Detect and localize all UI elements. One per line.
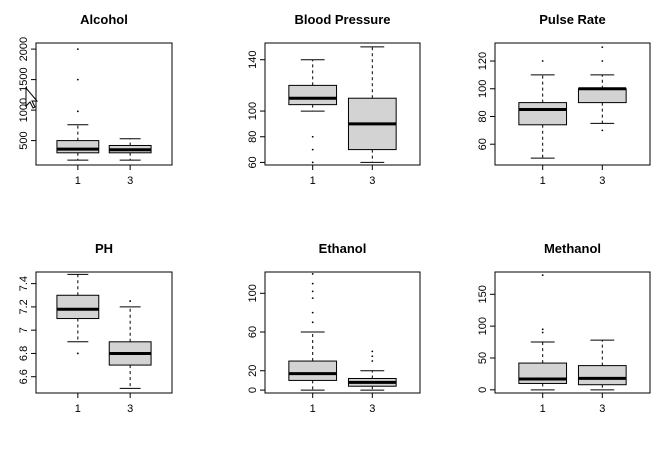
- panel-title: Pulse Rate: [539, 12, 605, 27]
- y-tick-label: 80: [247, 131, 259, 143]
- y-tick-label: 60: [247, 326, 259, 338]
- box-1: [518, 60, 568, 159]
- x-tick-label: 1: [75, 175, 81, 187]
- panel-title: PH: [95, 241, 113, 256]
- x-tick-label: 3: [599, 403, 605, 415]
- outlier-point: [129, 300, 132, 302]
- iqr-box: [577, 88, 627, 104]
- boxplot-panel: PH 6.6 6.8 7 7.2 7.4 1 3: [18, 241, 173, 415]
- x-tick-label: 1: [310, 175, 316, 187]
- box-1: [288, 273, 338, 391]
- iqr-box: [518, 102, 568, 126]
- x-tick-label: 3: [369, 403, 375, 415]
- boxplot-panel: Ethanol 0 20 60 100 1 3: [247, 241, 421, 415]
- y-tick-label: 6.6: [18, 369, 30, 384]
- iqr-box: [56, 294, 100, 320]
- y-tick-label: 100: [477, 80, 489, 98]
- y-tick-label: 500: [18, 131, 30, 149]
- outlier-point: [311, 161, 314, 164]
- y-tick-label: 1500: [18, 67, 30, 91]
- box-3: [108, 138, 152, 161]
- y-tick-label: 7.4: [18, 276, 30, 291]
- plot-frame: [494, 42, 651, 166]
- outlier-point: [601, 46, 604, 49]
- y-tick-label: 60: [247, 156, 259, 168]
- mouse-cursor-icon: [25, 86, 39, 109]
- box-3: [577, 46, 627, 132]
- y-tick-label: 7: [18, 327, 30, 333]
- y-tick-label: 80: [477, 110, 489, 122]
- box-1: [56, 273, 100, 355]
- outlier-point: [371, 350, 374, 353]
- panel-title: Ethanol: [319, 241, 367, 256]
- x-tick-label: 1: [540, 403, 546, 415]
- plot-frame: [494, 271, 651, 394]
- x-tick-label: 3: [127, 175, 133, 187]
- outlier-point: [76, 110, 79, 113]
- y-tick-label: 0: [247, 387, 259, 393]
- y-tick-label: 150: [477, 285, 489, 303]
- box-1: [56, 48, 100, 161]
- y-tick-label: 6.8: [18, 346, 30, 361]
- y-tick-label: 100: [247, 284, 259, 302]
- x-tick-label: 3: [599, 175, 605, 187]
- outlier-point: [541, 331, 544, 334]
- y-tick-label: 100: [477, 317, 489, 335]
- outlier-point: [311, 311, 314, 314]
- x-tick-label: 3: [369, 175, 375, 187]
- y-tick-label: 2000: [18, 37, 30, 61]
- outlier-point: [371, 355, 374, 358]
- box-1: [288, 59, 338, 164]
- outlier-point: [76, 352, 79, 355]
- y-tick-label: 20: [247, 365, 259, 377]
- plot-frame: [264, 42, 421, 166]
- outlier-point: [76, 48, 79, 50]
- x-tick-label: 1: [310, 403, 316, 415]
- outlier-point: [311, 148, 314, 151]
- iqr-box: [288, 360, 338, 381]
- outlier-point: [541, 60, 544, 62]
- outlier-point: [311, 290, 314, 293]
- y-tick-label: 0: [477, 387, 489, 393]
- outlier-point: [541, 328, 544, 331]
- y-tick-label: 120: [477, 52, 489, 70]
- x-tick-label: 3: [127, 403, 133, 415]
- plot-frame: [35, 271, 173, 394]
- boxplot-panel: Pulse Rate 60 80 100 120 1 3: [477, 12, 651, 187]
- outlier-point: [601, 60, 604, 62]
- box-3: [108, 300, 152, 389]
- outlier-point: [311, 273, 314, 275]
- y-tick-label: 50: [477, 352, 489, 364]
- iqr-box: [577, 365, 627, 386]
- y-tick-label: 100: [247, 102, 259, 120]
- outlier-point: [311, 321, 314, 324]
- outlier-point: [311, 282, 314, 285]
- y-tick-label: 60: [477, 138, 489, 150]
- box-1: [518, 274, 568, 391]
- panel-title: Alcohol: [80, 12, 128, 27]
- x-tick-label: 1: [75, 403, 81, 415]
- outlier-point: [311, 297, 314, 300]
- box-3: [577, 339, 627, 391]
- boxplot-panel: Blood Pressure 60 80 100 140 1 3: [247, 12, 421, 187]
- iqr-box: [288, 84, 338, 106]
- box-3: [347, 46, 397, 163]
- plot-frame: [35, 42, 173, 166]
- outlier-point: [541, 274, 544, 277]
- boxplot-panel: Methanol 0 50 100 150 1 3: [477, 241, 651, 415]
- x-tick-label: 1: [540, 175, 546, 187]
- outlier-point: [311, 135, 314, 138]
- plot-frame: [264, 271, 421, 394]
- outlier-point: [76, 78, 79, 81]
- iqr-box: [56, 140, 100, 154]
- y-tick-label: 7.2: [18, 299, 30, 314]
- outlier-point: [601, 129, 604, 132]
- panel-title: Blood Pressure: [294, 12, 390, 27]
- panel-title: Methanol: [544, 241, 601, 256]
- outlier-point: [371, 360, 374, 362]
- y-tick-label: 140: [247, 51, 259, 69]
- box-3: [347, 350, 397, 391]
